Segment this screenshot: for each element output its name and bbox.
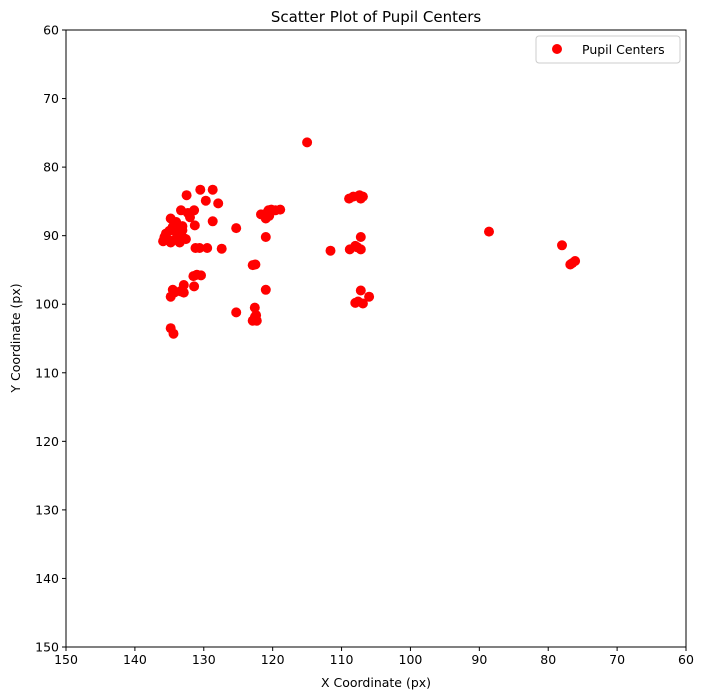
- legend-label: Pupil Centers: [582, 42, 665, 57]
- y-tick-label: 60: [43, 23, 59, 38]
- data-point: [275, 204, 286, 215]
- y-axis-label: Y Coordinate (px): [8, 283, 23, 393]
- data-point: [355, 232, 366, 242]
- data-point: [249, 302, 260, 313]
- data-point: [355, 193, 366, 204]
- data-point: [165, 237, 176, 248]
- data-point: [181, 190, 192, 201]
- data-point: [194, 243, 205, 253]
- data-point: [174, 237, 185, 248]
- data-point: [185, 212, 195, 223]
- data-point: [247, 260, 258, 271]
- data-point: [202, 243, 213, 253]
- y-tick-label: 70: [43, 91, 59, 106]
- legend-marker: [552, 44, 562, 54]
- x-tick-label: 140: [123, 652, 147, 667]
- data-point: [570, 256, 581, 266]
- points-layer: [158, 137, 581, 339]
- data-point: [325, 245, 336, 256]
- legend-box: [535, 35, 681, 64]
- data-point: [216, 243, 227, 254]
- plot-frame: [65, 29, 687, 648]
- data-point: [213, 198, 224, 209]
- x-tick-label: 90: [471, 652, 487, 667]
- data-point: [158, 236, 169, 247]
- x-tick-label: 130: [192, 652, 216, 667]
- data-point: [177, 221, 188, 232]
- data-point: [195, 184, 206, 195]
- x-tick-label: 70: [609, 652, 625, 667]
- y-tick-label: 140: [35, 571, 59, 586]
- data-point: [189, 281, 200, 292]
- data-point: [207, 216, 218, 227]
- data-point: [350, 297, 361, 308]
- data-point: [484, 226, 494, 237]
- data-point: [302, 137, 313, 148]
- data-point: [200, 195, 211, 206]
- y-tick-label: 90: [43, 228, 59, 243]
- data-point: [168, 328, 179, 339]
- x-tick-label: 60: [678, 652, 694, 667]
- data-point: [357, 298, 368, 309]
- y-tick-label: 100: [35, 297, 59, 312]
- data-point: [352, 242, 363, 253]
- y-tick-label: 110: [35, 365, 59, 380]
- y-tick-label: 80: [43, 160, 59, 175]
- x-tick-label: 100: [399, 652, 423, 667]
- y-tick-label: 120: [35, 434, 59, 449]
- chart-title: Scatter Plot of Pupil Centers: [271, 8, 482, 26]
- data-point: [355, 285, 366, 296]
- data-point: [260, 232, 271, 242]
- x-axis: 150 140 130 120 110 100 90 80 70 60: [54, 647, 694, 667]
- data-point: [260, 213, 271, 224]
- data-point: [249, 312, 260, 323]
- y-tick-label: 130: [35, 502, 59, 517]
- data-point: [207, 184, 218, 195]
- x-tick-label: 110: [330, 652, 354, 667]
- data-point: [231, 307, 242, 318]
- x-tick-label: 80: [540, 652, 556, 667]
- data-point: [364, 291, 375, 302]
- data-point: [260, 284, 271, 295]
- data-point: [189, 220, 200, 231]
- x-tick-label: 120: [261, 652, 285, 667]
- y-tick-label: 150: [35, 640, 59, 655]
- data-point: [557, 240, 567, 251]
- data-point: [191, 269, 202, 280]
- data-point: [167, 284, 178, 295]
- data-point: [231, 223, 242, 234]
- x-axis-label: X Coordinate (px): [321, 675, 431, 690]
- x-tick-label: 150: [54, 652, 78, 667]
- y-axis: 60 70 80 90 100 110 120 130 140 150: [35, 23, 66, 655]
- legend: Pupil Centers: [535, 35, 681, 64]
- data-point: [178, 287, 189, 298]
